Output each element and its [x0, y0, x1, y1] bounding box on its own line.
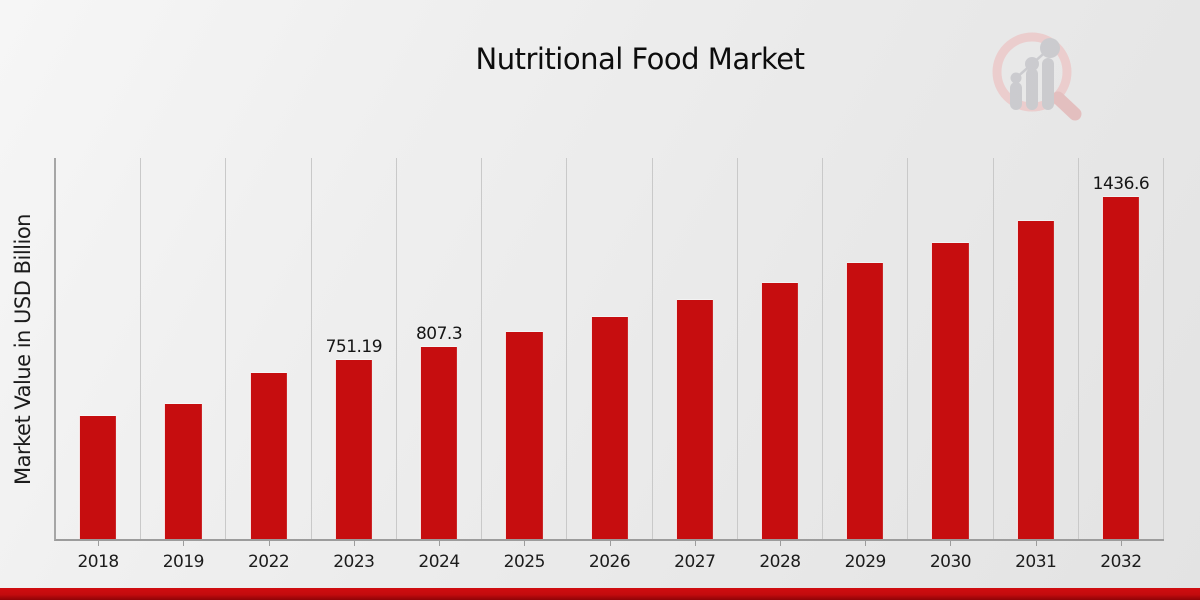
x-axis-tick	[950, 541, 952, 546]
bar-slot: 2027	[653, 158, 738, 572]
bar-slot: 2025	[482, 158, 568, 572]
bar-2026	[591, 316, 628, 539]
x-tick-label: 2018	[77, 552, 119, 572]
x-axis-tick	[865, 541, 867, 546]
bar-value-label: 1436.6	[1092, 173, 1150, 194]
x-tick-label: 2027	[674, 552, 716, 572]
x-tick-label: 2028	[759, 552, 801, 572]
bar-value-label: 807.3	[415, 323, 463, 344]
bar-slot: 2022	[226, 158, 312, 572]
bar-2029	[847, 263, 884, 539]
bar-2027	[676, 300, 713, 539]
x-axis-tick	[694, 541, 696, 546]
bar-2030	[932, 242, 969, 539]
x-tick-label: 2032	[1100, 552, 1142, 572]
bar-slot: 2019	[141, 158, 227, 572]
bar-2018	[80, 416, 117, 539]
x-tick-label: 2029	[844, 552, 887, 572]
plot-area: 2018 2019 2022 751.19 2023 807.3 2024 2025 2026 2…	[54, 158, 1165, 572]
x-axis-tick	[1035, 541, 1037, 546]
x-axis-tick	[524, 541, 526, 546]
bar-slot: 751.19 2023	[312, 158, 397, 572]
x-tick-label: 2019	[162, 552, 205, 572]
bar-slot: 1436.6 2032	[1079, 158, 1165, 572]
x-axis-tick	[353, 541, 355, 546]
y-axis-label-wrap: Market Value in USD Billion	[2, 158, 44, 541]
bar-slot: 2028	[738, 158, 824, 572]
x-axis-tick	[98, 541, 100, 546]
bar-slot: 2031	[994, 158, 1079, 572]
magnifier-bar-chart-logo-icon	[992, 32, 1082, 121]
bar-2025	[506, 332, 543, 539]
x-tick-label: 2030	[929, 552, 972, 572]
bar-slot: 2030	[908, 158, 994, 572]
chart-title: Nutritional Food Market	[475, 42, 805, 76]
x-tick-label: 2023	[333, 552, 375, 572]
bar-slot: 2018	[56, 158, 142, 572]
bar-2028	[761, 282, 799, 539]
bar-2032: 1436.6	[1093, 174, 1150, 539]
x-axis-tick	[609, 541, 611, 546]
bar-value-label: 751.19	[325, 337, 383, 358]
bar-slot: 807.3 2024	[397, 158, 483, 572]
y-axis-label: Market Value in USD Billion	[11, 214, 35, 485]
footer-stripe	[0, 588, 1200, 600]
x-tick-label: 2025	[503, 552, 546, 572]
x-axis-tick	[1120, 541, 1122, 546]
x-axis-tick	[779, 541, 781, 546]
bar-2023: 751.19	[326, 337, 383, 539]
x-tick-label: 2026	[588, 552, 631, 572]
bar-2024: 807.3	[416, 324, 463, 539]
x-axis-tick	[268, 541, 270, 546]
bar-2019	[165, 404, 202, 539]
bar-slot: 2029	[823, 158, 909, 572]
x-axis-tick	[183, 541, 185, 546]
x-tick-label: 2024	[418, 552, 460, 572]
bar-2031	[1017, 220, 1054, 539]
x-axis-tick	[439, 541, 441, 546]
bar-slot: 2026	[567, 158, 653, 572]
x-tick-label: 2022	[247, 552, 290, 572]
x-tick-label: 2031	[1015, 552, 1057, 572]
bar-2022	[250, 372, 287, 539]
